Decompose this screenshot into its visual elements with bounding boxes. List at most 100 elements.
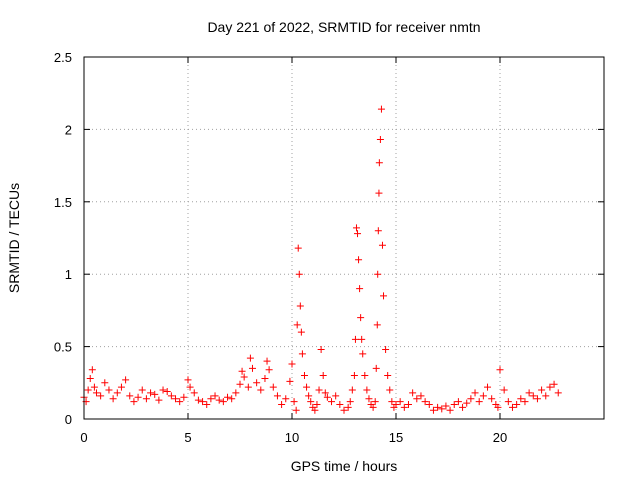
data-point (105, 386, 113, 394)
data-point (538, 386, 546, 394)
data-point (159, 386, 167, 394)
data-point (186, 383, 194, 391)
data-point (236, 380, 244, 388)
data-point (296, 302, 304, 310)
axis-ticks (83, 56, 604, 420)
data-point (529, 392, 537, 400)
data-point (380, 292, 388, 300)
y-axis-label: SRMTID / TECUs (6, 183, 22, 293)
data-point (400, 403, 408, 411)
data-point (88, 366, 96, 374)
data-point (130, 398, 138, 406)
data-point (117, 383, 125, 391)
x-tick-label: 15 (389, 430, 403, 445)
data-point (365, 395, 373, 403)
data-point (371, 398, 379, 406)
data-point (244, 383, 252, 391)
data-point (463, 399, 471, 407)
data-point (442, 402, 450, 410)
data-point (248, 364, 256, 372)
y-tick-label: 1.5 (54, 195, 72, 210)
data-point (211, 392, 219, 400)
data-point (429, 406, 437, 414)
data-point (494, 403, 502, 411)
data-point (293, 321, 301, 329)
data-point (294, 244, 302, 252)
x-tick-label: 5 (184, 430, 191, 445)
data-point (475, 398, 483, 406)
data-point (328, 398, 336, 406)
data-point (404, 401, 412, 409)
data-point (352, 224, 360, 232)
data-point (450, 401, 458, 409)
data-point (504, 398, 512, 406)
data-point (542, 392, 550, 400)
data-point (354, 230, 362, 238)
data-point (355, 256, 363, 264)
x-axis-label: GPS time / hours (291, 458, 398, 474)
y-tick-label: 0.5 (54, 340, 72, 355)
data-point (92, 389, 100, 397)
data-point (298, 350, 306, 358)
data-point (288, 360, 296, 368)
data-point (84, 386, 92, 394)
data-point (113, 389, 121, 397)
data-point (375, 159, 383, 167)
data-point (240, 373, 248, 381)
data-point (467, 395, 475, 403)
data-point (305, 392, 313, 400)
data-point (378, 241, 386, 249)
data-point (261, 374, 269, 382)
data-point (297, 328, 305, 336)
data-point (317, 345, 325, 353)
data-point (126, 392, 134, 400)
data-point (315, 386, 323, 394)
data-point (286, 377, 294, 385)
data-point (377, 105, 385, 113)
data-point (319, 372, 327, 380)
data-point (232, 389, 240, 397)
chart-title: Day 221 of 2022, SRMTID for receiver nmt… (207, 19, 480, 35)
data-point (313, 401, 321, 409)
data-point (348, 386, 356, 394)
x-tick-label: 0 (80, 430, 87, 445)
data-point (151, 390, 159, 398)
data-point (238, 367, 246, 375)
data-point (374, 270, 382, 278)
data-point (265, 366, 273, 374)
data-point (546, 383, 554, 391)
data-point (500, 386, 508, 394)
data-point (199, 398, 207, 406)
data-point (336, 401, 344, 409)
data-point (508, 403, 516, 411)
data-point (295, 270, 303, 278)
data-point (533, 395, 541, 403)
data-point (142, 395, 150, 403)
data-points (80, 105, 562, 414)
data-point (282, 395, 290, 403)
data-point (97, 392, 105, 400)
data-point (122, 376, 130, 384)
data-point (101, 379, 109, 387)
data-point (340, 406, 348, 414)
data-point (290, 398, 298, 406)
data-point (459, 403, 467, 411)
data-point (138, 386, 146, 394)
data-point (278, 401, 286, 409)
data-point (438, 405, 446, 413)
data-point (219, 398, 227, 406)
x-tick-label: 20 (493, 430, 507, 445)
data-point (388, 398, 396, 406)
data-point (396, 398, 404, 406)
data-point (184, 376, 192, 384)
data-point (350, 372, 358, 380)
y-tick-label: 2 (65, 122, 72, 137)
data-point (361, 372, 369, 380)
data-point (369, 403, 377, 411)
data-point (90, 383, 98, 391)
data-point (269, 383, 277, 391)
data-point (203, 401, 211, 409)
data-point (409, 389, 417, 397)
